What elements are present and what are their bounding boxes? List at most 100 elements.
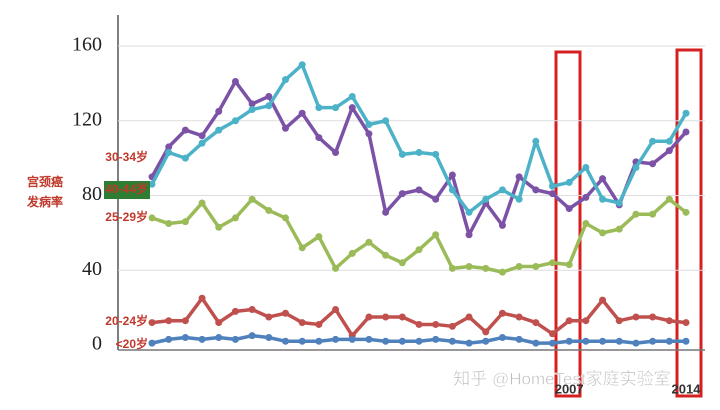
data-point bbox=[632, 163, 640, 171]
data-point bbox=[332, 305, 340, 313]
data-point bbox=[398, 313, 406, 321]
data-point bbox=[365, 335, 373, 343]
data-point bbox=[665, 137, 673, 145]
data-point bbox=[315, 104, 323, 112]
data-point bbox=[365, 130, 373, 138]
data-point bbox=[565, 317, 573, 325]
data-point bbox=[465, 339, 473, 347]
data-point bbox=[632, 210, 640, 218]
data-point bbox=[665, 147, 673, 155]
data-point bbox=[265, 313, 273, 321]
data-point bbox=[565, 337, 573, 345]
data-point bbox=[599, 195, 607, 203]
data-point bbox=[265, 92, 273, 100]
data-point bbox=[181, 126, 189, 134]
data-point bbox=[448, 322, 456, 330]
highlight-box bbox=[675, 48, 703, 398]
label-bg bbox=[104, 181, 150, 199]
data-point bbox=[165, 143, 173, 151]
data-point bbox=[532, 339, 540, 347]
data-point bbox=[682, 319, 690, 327]
data-point bbox=[398, 259, 406, 267]
data-point bbox=[498, 334, 506, 342]
data-point bbox=[265, 334, 273, 342]
data-point bbox=[348, 92, 356, 100]
data-point bbox=[448, 337, 456, 345]
data-point bbox=[415, 149, 423, 157]
data-point bbox=[231, 214, 239, 222]
data-point bbox=[415, 186, 423, 194]
data-point bbox=[549, 182, 556, 190]
data-point bbox=[231, 335, 239, 343]
x-tick-label: 2014 bbox=[672, 381, 702, 396]
data-point bbox=[565, 261, 573, 269]
data-point bbox=[615, 225, 623, 233]
data-point bbox=[482, 264, 490, 272]
data-point bbox=[181, 334, 189, 342]
data-point bbox=[282, 337, 289, 345]
data-point bbox=[165, 335, 173, 343]
data-point bbox=[498, 221, 506, 229]
data-point bbox=[599, 175, 607, 183]
data-point bbox=[582, 220, 590, 228]
data-point bbox=[515, 313, 523, 321]
data-point bbox=[632, 313, 640, 321]
data-point bbox=[248, 305, 256, 313]
data-point bbox=[181, 154, 189, 162]
data-point bbox=[549, 330, 556, 338]
data-point bbox=[448, 264, 456, 272]
data-point bbox=[348, 249, 356, 257]
data-point bbox=[682, 109, 690, 117]
y-tick-label: 40 bbox=[82, 258, 102, 280]
data-point bbox=[582, 337, 590, 345]
data-point bbox=[215, 223, 223, 231]
data-point bbox=[248, 100, 256, 108]
data-point bbox=[215, 334, 223, 342]
data-point bbox=[682, 337, 690, 345]
data-point bbox=[315, 320, 323, 328]
data-point bbox=[448, 171, 456, 179]
data-point bbox=[582, 193, 590, 201]
data-point bbox=[181, 317, 189, 325]
data-point bbox=[348, 104, 356, 112]
data-point bbox=[549, 339, 556, 347]
data-point bbox=[649, 137, 657, 145]
series-label: 20-24岁 bbox=[105, 313, 148, 328]
data-point bbox=[515, 195, 523, 203]
data-point bbox=[665, 317, 673, 325]
data-point bbox=[582, 317, 590, 325]
data-point bbox=[532, 263, 540, 271]
data-point bbox=[465, 208, 473, 216]
data-point bbox=[365, 238, 373, 246]
data-point bbox=[248, 106, 256, 114]
y-label: 宫颈癌 bbox=[27, 174, 63, 189]
data-point bbox=[649, 210, 657, 218]
data-point bbox=[215, 319, 223, 327]
data-point bbox=[332, 264, 340, 272]
data-point bbox=[432, 150, 440, 158]
data-point bbox=[599, 337, 607, 345]
data-point bbox=[515, 335, 523, 343]
data-point bbox=[382, 313, 390, 321]
data-point bbox=[332, 149, 340, 157]
x-tick-label: 2007 bbox=[555, 381, 584, 396]
data-point bbox=[148, 319, 156, 327]
data-point bbox=[649, 160, 657, 168]
data-point bbox=[465, 263, 473, 271]
data-point bbox=[465, 313, 473, 321]
data-point bbox=[382, 337, 390, 345]
data-point bbox=[198, 335, 206, 343]
data-point bbox=[165, 220, 173, 228]
data-point bbox=[248, 332, 256, 340]
data-point bbox=[282, 309, 289, 317]
data-point bbox=[298, 244, 306, 252]
data-point bbox=[515, 263, 523, 271]
data-point bbox=[415, 337, 423, 345]
data-point bbox=[165, 317, 173, 325]
data-point bbox=[498, 186, 506, 194]
data-point bbox=[148, 214, 156, 222]
data-point bbox=[432, 335, 440, 343]
data-point bbox=[498, 268, 506, 276]
data-point bbox=[465, 231, 473, 239]
data-point bbox=[365, 313, 373, 321]
